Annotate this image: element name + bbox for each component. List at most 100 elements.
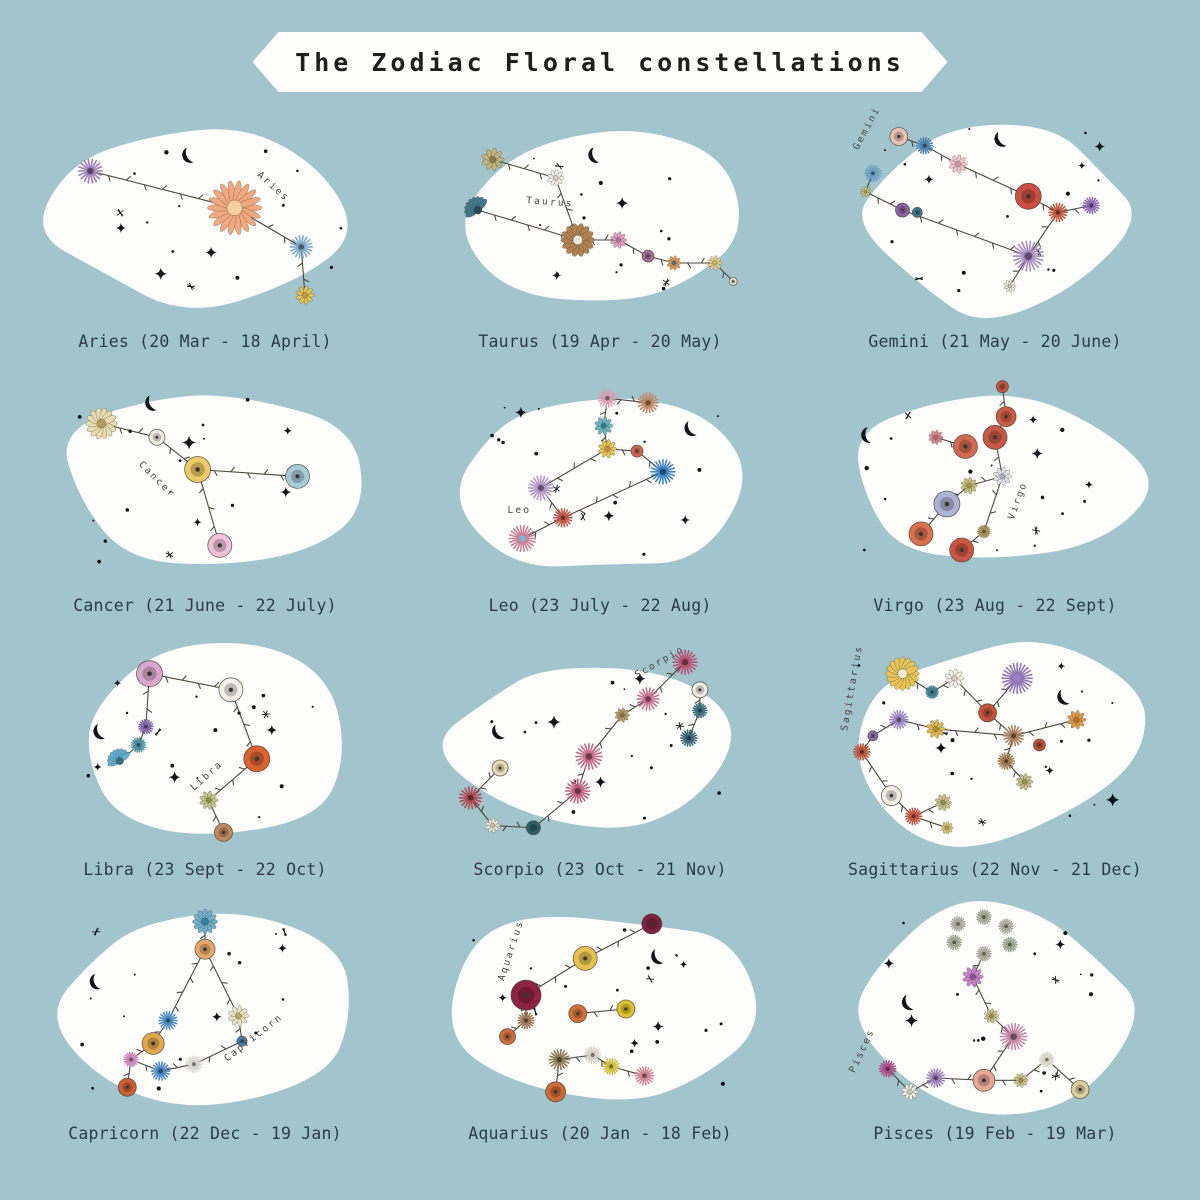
- title-banner: The Zodiac Floral constellations: [253, 32, 948, 92]
- flower: [150, 1061, 171, 1081]
- flower: [904, 807, 923, 825]
- constellation-illustration-pisces: Pisces: [847, 900, 1135, 1115]
- flower: [485, 818, 501, 833]
- flower: [995, 406, 1017, 427]
- flower: [583, 1046, 602, 1064]
- scatter-dots: [77, 397, 250, 564]
- flower: [1012, 240, 1045, 272]
- caption-cancer: Cancer (21 June - 22 July): [73, 596, 337, 615]
- caption-sagittarius: Sagittarius (22 Nov - 21 Dec): [848, 860, 1142, 879]
- flower: [610, 231, 628, 249]
- crescent-moon-icon: [93, 723, 105, 740]
- scatter-dots: [86, 693, 314, 819]
- sparkle-icons: [182, 426, 292, 527]
- flower: [572, 946, 598, 971]
- flower: [616, 999, 636, 1019]
- flower: [1014, 182, 1042, 210]
- flower: [978, 703, 998, 723]
- flower: [136, 660, 163, 688]
- white-blob: [465, 131, 739, 301]
- constellation-illustration-scorpio: Scorpio: [442, 644, 732, 836]
- flower: [940, 821, 954, 835]
- flower: [691, 681, 709, 699]
- flower: [982, 424, 1008, 450]
- flower: [672, 649, 698, 676]
- flower: [915, 137, 934, 155]
- page-title: The Zodiac Floral constellations: [295, 47, 905, 77]
- caption-capricorn: Capricorn (22 Dec - 19 Jan): [68, 1124, 342, 1143]
- sign-card-libra: Libra Libra (23 Sept - 22 Oct): [20, 630, 390, 888]
- crescent-moon-icon: [182, 147, 194, 163]
- constellation-illustration-aquarius: Aquarius: [451, 913, 757, 1103]
- flower: [184, 456, 212, 483]
- crescent-moon-icon: [651, 949, 664, 965]
- constellation-illustration-aries: Aries: [43, 129, 348, 308]
- flower: [1002, 725, 1025, 747]
- flower: [860, 186, 871, 198]
- crescent-moon-icon: [89, 973, 101, 990]
- flower: [641, 913, 663, 935]
- caption-pisces: Pisces (19 Feb - 19 Mar): [873, 1124, 1117, 1143]
- flower: [77, 158, 104, 184]
- flower: [634, 1066, 655, 1086]
- sign-card-aries: Aries Aries (20 Mar - 18 April): [20, 102, 390, 360]
- flower: [545, 1081, 567, 1103]
- flower: [630, 444, 644, 458]
- flower: [499, 1028, 516, 1046]
- constellation-illustration-capricorn: Capricorn: [57, 908, 349, 1106]
- flower: [598, 439, 618, 459]
- flower: [935, 793, 952, 812]
- crescent-moon-icon: [684, 421, 697, 437]
- sign-script-label: Leo: [508, 505, 532, 516]
- white-blob: [66, 395, 362, 565]
- constellation-grid: Aries Aries (20 Mar - 18 April) Taurus T…: [20, 102, 1180, 1152]
- sign-script-label: Sagittarius: [839, 644, 865, 732]
- flower: [908, 521, 934, 547]
- sparkle-icons: [935, 662, 1120, 807]
- flower: [85, 407, 118, 440]
- flower: [510, 979, 542, 1011]
- caption-virgo: Virgo (23 Aug - 22 Sept): [873, 596, 1117, 615]
- flower: [528, 475, 554, 501]
- sparkle-icons: [498, 960, 688, 1048]
- flower: [130, 737, 147, 753]
- constellation-illustration-cancer: Cancer: [66, 395, 362, 565]
- crescent-moon-icon: [145, 395, 157, 411]
- scatter-dots: [490, 406, 719, 556]
- sign-card-taurus: Taurus Taurus (19 Apr - 20 May): [415, 102, 785, 360]
- flower: [926, 1068, 946, 1088]
- flower: [679, 729, 698, 747]
- flower: [1002, 936, 1018, 953]
- flower: [926, 719, 946, 739]
- flower: [517, 1011, 535, 1030]
- star-doodles: [555, 162, 670, 287]
- flower: [158, 1010, 178, 1031]
- flower: [925, 685, 939, 699]
- scatter-dots: [883, 128, 1100, 293]
- crescent-moon-icon: [901, 994, 914, 1011]
- flower: [138, 718, 154, 735]
- crescent-moon-icon: [1057, 689, 1070, 705]
- flower: [1013, 1072, 1029, 1088]
- star-doodles: [532, 975, 655, 1016]
- flower: [194, 938, 216, 960]
- flower: [123, 1051, 139, 1068]
- sign-card-virgo: Virgo Virgo (23 Aug - 22 Sept): [810, 366, 1180, 624]
- flower: [641, 249, 655, 263]
- flower: [1032, 738, 1046, 752]
- flower: [650, 459, 676, 485]
- flower: [228, 1005, 250, 1027]
- star-doodles: [904, 411, 1041, 535]
- flower: [949, 537, 975, 563]
- sign-card-cancer: Cancer Cancer (21 June - 22 July): [20, 366, 390, 624]
- flower: [933, 490, 961, 518]
- scatter-dots: [902, 921, 1094, 1093]
- flower: [218, 677, 244, 703]
- flower: [575, 742, 603, 771]
- flower: [960, 477, 978, 495]
- flower: [1070, 1080, 1090, 1099]
- white-blob: [43, 129, 348, 308]
- flower: [945, 668, 964, 688]
- flower: [117, 1077, 137, 1097]
- flower: [597, 388, 618, 408]
